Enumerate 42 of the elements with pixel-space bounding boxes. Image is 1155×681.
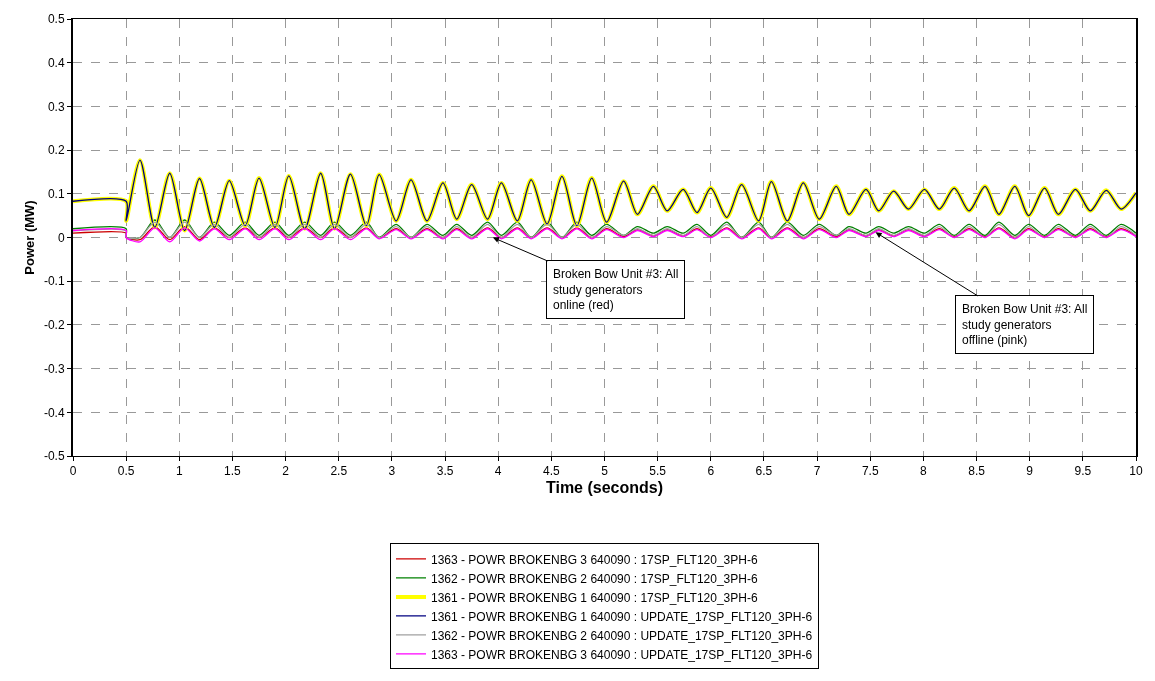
x-tick-label: 9.5 xyxy=(1074,464,1092,479)
x-tick-label: 9 xyxy=(1026,464,1034,479)
y-axis-title: Power (MW) xyxy=(22,200,38,275)
annotation: Broken Bow Unit #3: All study generators online (red) xyxy=(553,267,679,313)
x-tick-label: 4.5 xyxy=(543,464,561,479)
y-tick-label: -0.2 xyxy=(43,318,65,333)
y-tick-label: 0 xyxy=(57,230,65,245)
x-tick-label: 0 xyxy=(69,464,77,479)
legend-label: 1363 - POWR BROKENBG 3 640090 : UPDATE_17SP_FLT120_3PH-6 xyxy=(431,647,813,662)
legend-label: 1363 - POWR BROKENBG 3 640090 : 17SP_FLT120_3PH-6 xyxy=(431,552,758,567)
y-tick-label: -0.5 xyxy=(43,449,65,464)
x-axis-title: Time (seconds) xyxy=(545,479,664,497)
y-tick-label: 0.1 xyxy=(47,187,65,201)
x-tick-label: 7 xyxy=(813,464,821,479)
x-tick-label: 4 xyxy=(494,464,502,479)
legend-label: 1361 - POWR BROKENBG 1 640090 : 17SP_FLT120_3PH-6 xyxy=(431,590,758,605)
x-tick-label: 5 xyxy=(601,464,609,479)
x-tick-label: 8.5 xyxy=(968,464,986,479)
legend-label: 1361 - POWR BROKENBG 1 640090 : UPDATE_17SP_FLT120_3PH-6 xyxy=(431,609,813,624)
x-tick-label: 3 xyxy=(388,464,396,479)
legend-label: 1362 - POWR BROKENBG 2 640090 : UPDATE_17SP_FLT120_3PH-6 xyxy=(431,628,813,643)
x-tick-label: 7.5 xyxy=(861,464,879,479)
x-tick-label: 3.5 xyxy=(436,464,454,479)
x-tick-label: 1 xyxy=(175,464,183,479)
annotation: Broken Bow Unit #3: All study generators offline (pink) xyxy=(962,302,1088,348)
x-tick-label: 6 xyxy=(707,464,715,479)
y-tick-label: -0.3 xyxy=(43,361,65,376)
x-tick-label: 5.5 xyxy=(649,464,667,479)
x-tick-label: 6.5 xyxy=(755,464,773,479)
x-tick-label: 1.5 xyxy=(224,464,242,479)
legend-label: 1362 - POWR BROKENBG 2 640090 : 17SP_FLT120_3PH-6 xyxy=(431,571,758,586)
x-tick-label: 8 xyxy=(920,464,928,479)
y-tick-label: 0.5 xyxy=(47,12,65,27)
y-tick-label: -0.1 xyxy=(43,274,65,289)
x-tick-label: 2 xyxy=(282,464,290,479)
x-tick-label: 0.5 xyxy=(117,464,135,479)
y-tick-label: 0.4 xyxy=(47,55,65,70)
x-tick-label: 10 xyxy=(1129,464,1143,479)
y-tick-label: -0.4 xyxy=(43,405,65,420)
y-tick-label: 0.2 xyxy=(47,143,65,158)
x-tick-label: 2.5 xyxy=(330,464,348,479)
y-tick-label: 0.3 xyxy=(47,99,65,114)
